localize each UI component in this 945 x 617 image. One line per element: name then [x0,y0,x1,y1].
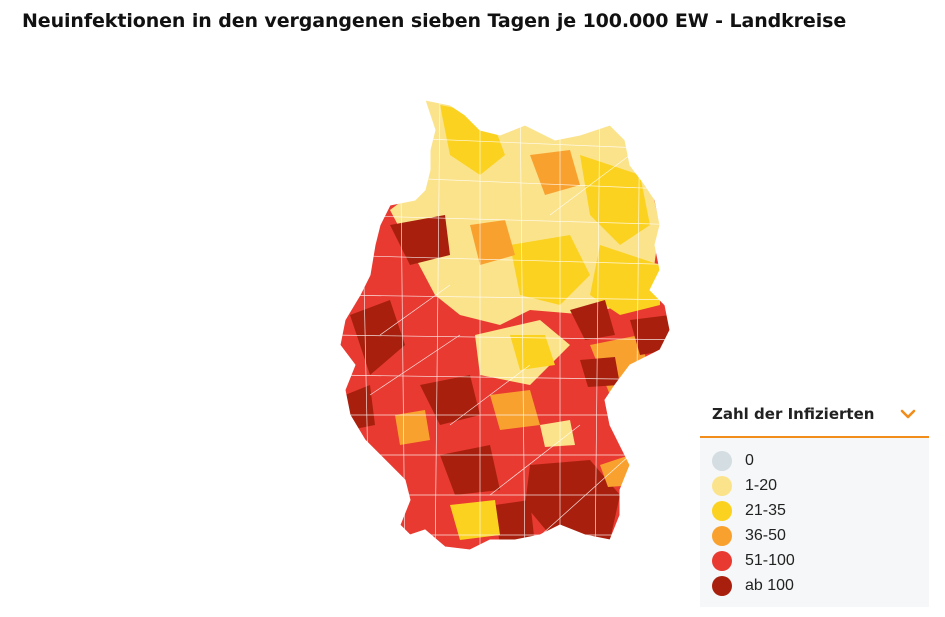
region-frankfurt [420,375,480,425]
legend-swatch [712,575,732,596]
legend-item: 21-35 [712,498,929,523]
legend-item: 36-50 [712,523,929,548]
region-vogtland [580,357,620,387]
legend-label: 0 [745,451,754,469]
legend-label: 1-20 [745,476,778,494]
region-stuttgart [440,445,500,495]
page-title: Neuinfektionen in den vergangenen sieben… [22,10,847,32]
region-franken-orange [490,390,540,430]
map-svg [339,99,671,551]
legend-swatch [712,525,732,546]
legend-swatch [712,550,732,571]
region-emsland [390,215,450,265]
legend-label: 21-35 [745,501,786,519]
legend-item: ab 100 [712,573,929,598]
region-thueringen-core [510,335,555,370]
legend-list: 0 1-20 21-35 36-50 51-100 ab 100 [700,438,929,598]
district-borders [340,100,670,550]
legend-toggle[interactable]: Zahl der Infizierten [700,392,929,438]
region-bodensee [450,500,500,540]
region-orange-2 [470,220,515,265]
legend-swatch [712,500,732,521]
legend-item: 51-100 [712,548,929,573]
legend-label: 36-50 [745,526,786,544]
map-regions [340,100,670,550]
legend-label: 51-100 [745,551,795,569]
region-aachen [350,300,405,375]
region-regensburg [540,420,575,447]
region-goerlitz [630,315,670,355]
chevron-down-icon[interactable] [899,407,917,421]
region-leipzig [570,300,615,340]
legend-panel: Zahl der Infizierten 0 1-20 21-35 36-50 … [700,392,929,607]
legend-item: 0 [712,448,929,473]
legend-item: 1-20 [712,473,929,498]
legend-label: ab 100 [745,576,794,594]
region-sachsen-anhalt [510,235,590,305]
legend-swatch [712,475,732,496]
germany-choropleth-map[interactable] [330,95,690,565]
country-outline [339,99,671,551]
legend-swatch [712,450,732,471]
legend-title: Zahl der Infizierten [712,405,875,423]
